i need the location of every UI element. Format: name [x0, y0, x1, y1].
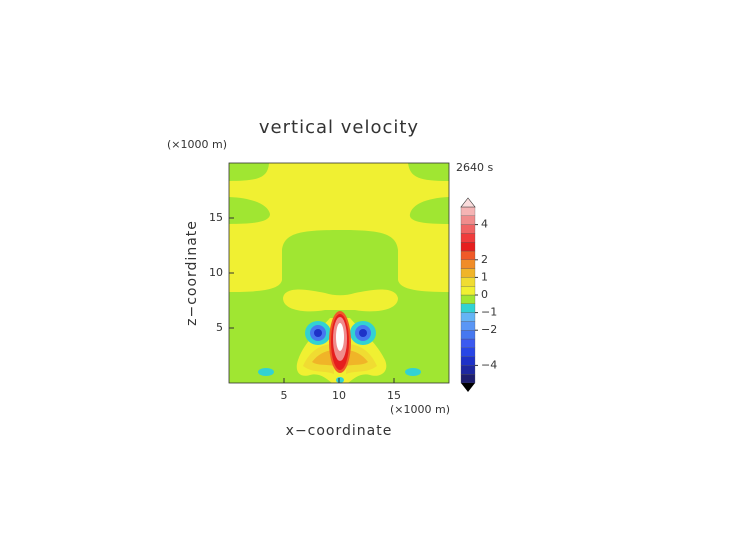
colorbar-tick-label: −2 — [481, 323, 497, 336]
colorbar-cell — [460, 365, 476, 375]
colorbar-cell — [460, 215, 476, 225]
colorbar-cell — [460, 347, 476, 357]
x-tick-label: 10 — [332, 389, 346, 402]
colorbar-cell — [460, 206, 476, 216]
colorbar-under — [461, 383, 475, 392]
time-label: 2640 s — [456, 161, 493, 174]
colorbar-cell — [460, 303, 476, 313]
colorbar-cell — [460, 250, 476, 260]
y-tick-label: 15 — [209, 211, 223, 224]
colorbar-tick-label: −4 — [481, 358, 497, 371]
y-axis-label: z−coordinate — [184, 220, 200, 326]
x-unit: (×1000 m) — [390, 403, 450, 416]
y-tick-label: 5 — [216, 321, 223, 334]
colorbar-cell — [460, 294, 476, 304]
colorbar-cell — [460, 321, 476, 331]
colorbar-cell — [460, 312, 476, 322]
field — [228, 162, 450, 384]
colorbar-cell — [460, 224, 476, 234]
y-tick-label: 10 — [209, 266, 223, 279]
colorbar-over — [460, 197, 476, 208]
colorbar-tick-label: −1 — [481, 306, 497, 319]
y-unit: (×1000 m) — [167, 138, 227, 151]
colorbar-cell — [460, 356, 476, 366]
colorbar-cell — [460, 286, 476, 296]
colorbar-cell — [460, 268, 476, 278]
colorbar-cell — [460, 277, 476, 287]
colorbar-tick-label: 0 — [481, 288, 488, 301]
colorbar-tick-label: 2 — [481, 253, 488, 266]
colorbar-cell — [460, 374, 476, 384]
colorbar-cell — [460, 233, 476, 243]
colorbar-cell — [460, 330, 476, 340]
colorbar-cell — [460, 242, 476, 252]
x-axis-label: x−coordinate — [286, 423, 393, 439]
colorbar-cell — [460, 338, 476, 348]
chart-title: vertical velocity — [259, 117, 419, 138]
colorbar-tick-label: 4 — [481, 218, 488, 231]
x-tick-label: 5 — [281, 389, 288, 402]
colorbar-tick-label: 1 — [481, 270, 488, 283]
colorbar-cell — [460, 259, 476, 269]
x-tick-label: 15 — [387, 389, 401, 402]
